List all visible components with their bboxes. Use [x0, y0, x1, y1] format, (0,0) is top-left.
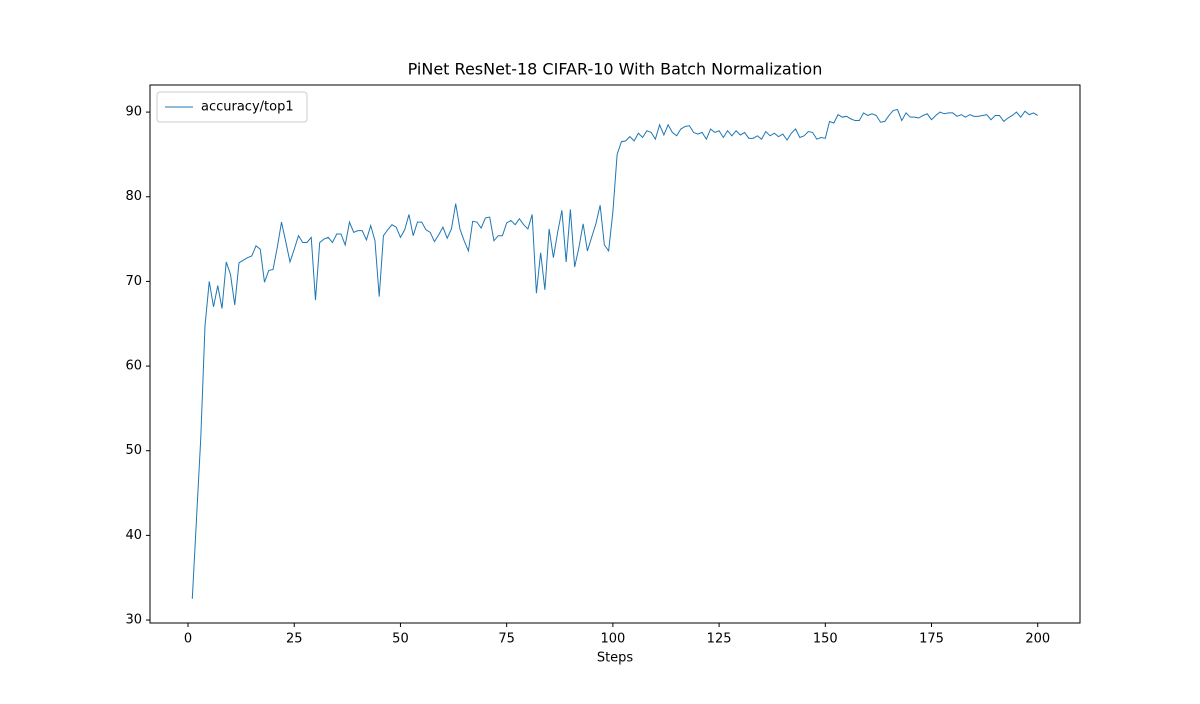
y-tick-label: 90: [125, 105, 142, 120]
plot-frame: [149, 84, 1081, 624]
x-tick-label: 100: [600, 632, 625, 647]
legend-label: accuracy/top1: [201, 100, 294, 115]
y-tick-label: 40: [125, 528, 142, 543]
x-tick-label: 75: [498, 632, 515, 647]
y-tick-label: 50: [125, 443, 142, 458]
y-tick-label: 30: [125, 613, 142, 628]
data-line: [191, 108, 1038, 599]
x-tick-label: 25: [286, 632, 303, 647]
x-tick-label: 125: [707, 632, 732, 647]
x-axis-label: Steps: [597, 651, 634, 666]
legend-box: [156, 91, 308, 123]
y-tick-label: 80: [125, 189, 142, 204]
x-tick-label: 200: [1025, 632, 1050, 647]
x-tick-label: 50: [392, 632, 409, 647]
x-tick-label: 0: [184, 632, 192, 647]
chart-title: PiNet ResNet-18 CIFAR-10 With Batch Norm…: [408, 60, 823, 79]
y-tick-label: 60: [125, 359, 142, 374]
x-tick-label: 175: [919, 632, 944, 647]
x-tick-label: 150: [813, 632, 838, 647]
y-tick-label: 70: [125, 274, 142, 289]
